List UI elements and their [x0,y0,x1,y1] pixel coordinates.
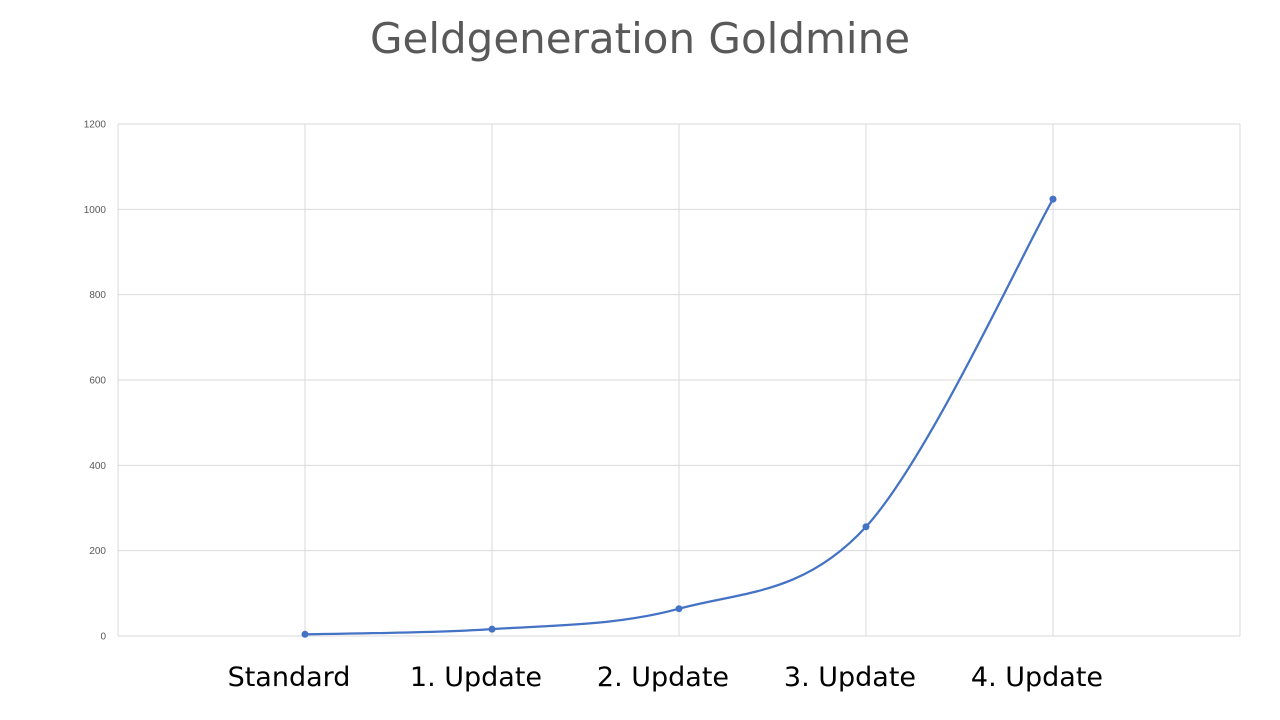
y-tick-label: 800 [89,290,106,301]
chart-title: Geldgeneration Goldmine [369,14,911,63]
y-tick-label: 400 [89,461,106,472]
y-tick-label: 1200 [84,120,107,131]
x-axis-labels: Standard 1. Update 2. Update 3. Update 4. Up… [228,662,1103,693]
y-axis-ticks: 0 200 400 600 800 1000 1200 [84,120,107,643]
data-point [862,523,870,531]
series-line [304,198,1054,636]
y-tick-label: 200 [89,546,106,557]
data-point [1049,195,1057,203]
y-tick-label: 600 [89,376,106,387]
x-tick-label: 3. Update [784,662,916,693]
x-tick-label: Standard [228,662,351,693]
x-tick-label: 4. Update [971,662,1103,693]
x-tick-label: 2. Update [597,662,729,693]
data-point [301,630,309,638]
x-tick-label: 1. Update [410,662,542,693]
data-point [488,625,496,633]
data-point [675,605,683,613]
y-tick-label: 1000 [84,205,107,216]
series-layer [301,195,1057,638]
grid-layer [117,123,1241,637]
y-tick-label: 0 [100,632,106,643]
